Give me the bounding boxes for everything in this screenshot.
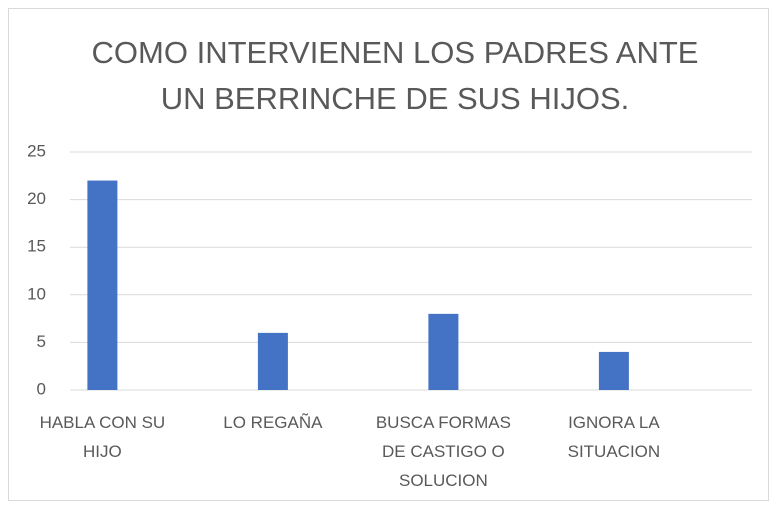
x-tick-label: HABLA CON SU HIJO <box>39 413 166 461</box>
y-tick-label: 5 <box>37 332 46 351</box>
chart-border <box>8 8 769 501</box>
bar <box>257 332 288 390</box>
y-tick-label: 25 <box>27 141 46 160</box>
y-tick-label: 20 <box>27 189 46 208</box>
x-tick-label: LO REGAÑA <box>223 413 323 432</box>
bar <box>428 313 459 390</box>
x-tick-label: BUSCA FORMAS DE CASTIGO O SOLUCION <box>375 413 511 490</box>
y-tick-label: 10 <box>27 284 46 303</box>
chart-title: COMO INTERVIENEN LOS PADRES ANTE UN BERR… <box>91 35 699 116</box>
y-tick-label: 0 <box>37 379 46 398</box>
bar <box>598 351 629 390</box>
y-tick-label: 15 <box>27 237 46 256</box>
bar <box>87 180 118 390</box>
x-tick-label: IGNORA LA SITUACION <box>567 413 661 461</box>
